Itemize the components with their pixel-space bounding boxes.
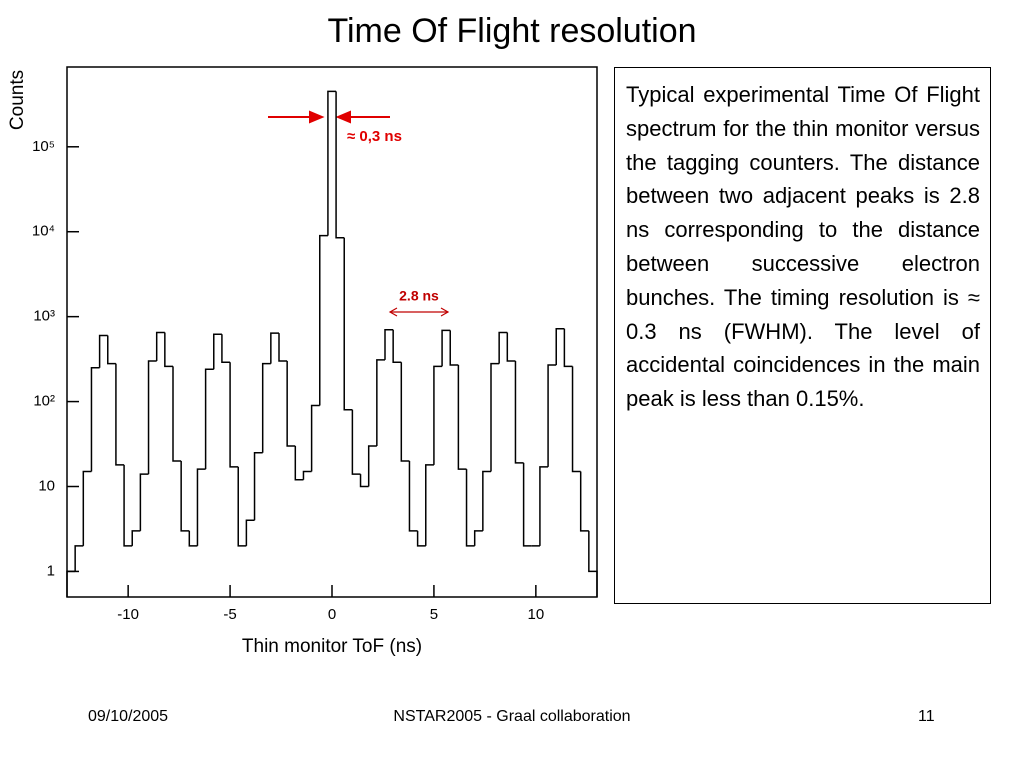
histogram-bin — [213, 333, 222, 370]
histogram-bin — [482, 470, 491, 531]
histogram-bin — [376, 359, 385, 446]
histogram-bin — [327, 90, 337, 236]
histogram-bin — [90, 367, 100, 472]
x-tick-label: 10 — [528, 606, 545, 623]
histogram-bin — [547, 364, 557, 467]
histogram-bin — [433, 365, 443, 465]
histogram-bin — [302, 470, 312, 480]
histogram-bin — [107, 335, 116, 365]
histogram-bin — [588, 530, 598, 597]
histogram-bin — [579, 471, 589, 532]
histogram-bin — [335, 91, 345, 239]
histogram-bin — [384, 329, 394, 360]
histogram-bin — [270, 332, 279, 364]
histogram-bin — [400, 362, 410, 462]
histogram-bin — [408, 460, 418, 532]
histogram-bin — [82, 470, 92, 546]
histogram-bin — [278, 333, 288, 362]
x-tick-label: 5 — [430, 606, 438, 623]
histogram-bin — [351, 409, 361, 475]
histogram-bin — [229, 362, 239, 468]
y-tick-label: 10⁵ — [32, 138, 55, 155]
histogram-bin — [164, 332, 173, 368]
histogram-bin — [563, 328, 573, 368]
plot-frame — [66, 66, 598, 598]
histogram-bin — [425, 464, 434, 546]
x-axis-label: Thin monitor ToF (ns) — [242, 636, 422, 657]
histogram-bin — [555, 328, 565, 365]
histogram-bin — [367, 445, 377, 487]
histogram-bin — [115, 363, 125, 466]
histogram-bin — [416, 530, 426, 547]
y-tick-label: 10² — [33, 393, 55, 410]
footer-page: 11 — [918, 708, 935, 725]
histogram-bin — [196, 468, 206, 546]
histogram-bin — [180, 460, 190, 532]
resolution-annotation: ≈ 0,3 ns — [347, 128, 402, 145]
chart: Thin monitor ToF (ns) Counts ≈ 0,3 ns 2.… — [7, 66, 598, 657]
histogram-bin — [253, 451, 263, 521]
histogram-bin — [490, 362, 500, 472]
histogram-bin — [286, 361, 296, 447]
histogram-bin — [449, 330, 459, 366]
y-tick-label: 10⁴ — [32, 223, 55, 240]
footer-event: NSTAR2005 - Graal collaboration — [393, 708, 631, 725]
histogram-bin — [522, 462, 532, 547]
width-arrows — [268, 110, 390, 124]
histogram-bin — [294, 445, 304, 481]
histogram-bin — [155, 331, 165, 362]
histogram-bin — [237, 466, 247, 547]
histogram-bin — [539, 466, 549, 546]
histogram-bin — [123, 464, 133, 547]
y-tick-label: 1 — [47, 562, 55, 579]
spacing-arrow — [388, 307, 450, 317]
histogram-bin — [359, 474, 369, 488]
histogram-bin — [392, 329, 402, 364]
histogram-bin — [571, 366, 581, 473]
slide-title: Time Of Flight resolution — [327, 12, 697, 50]
x-tick-label: -10 — [117, 606, 139, 623]
histogram-bin — [310, 404, 320, 472]
histogram-bin — [457, 364, 467, 470]
histogram-bin — [506, 332, 516, 362]
histogram-bin — [245, 519, 255, 546]
histogram-bin — [172, 366, 182, 462]
histogram-bin — [319, 234, 328, 406]
y-axis-label: Counts — [7, 70, 28, 130]
histogram-bin — [465, 469, 475, 547]
histogram-bin — [204, 368, 214, 470]
histogram-bin — [74, 545, 84, 572]
histogram-bin — [66, 570, 76, 597]
y-tick-label: 10³ — [33, 308, 55, 325]
histogram-bin — [261, 362, 271, 453]
y-tick-label: 10 — [38, 477, 55, 494]
histogram-bin — [139, 473, 149, 531]
histogram-bin — [498, 331, 508, 364]
histogram-bin — [514, 361, 524, 464]
histogram-bin — [473, 530, 483, 546]
histogram-bin — [343, 237, 353, 411]
spacing-annotation: 2.8 ns — [399, 288, 439, 304]
histogram-bin — [147, 360, 157, 475]
x-tick-label: 0 — [328, 606, 336, 623]
histogram-bin — [98, 334, 108, 368]
histogram-bin — [221, 334, 231, 364]
x-tick-label: -5 — [223, 606, 236, 623]
histogram-bin — [188, 530, 198, 547]
footer-date: 09/10/2005 — [88, 708, 169, 725]
histogram-bin — [131, 530, 141, 546]
histogram-bin — [441, 329, 451, 367]
description: Typical experimental Time Of Flight spec… — [614, 67, 991, 604]
